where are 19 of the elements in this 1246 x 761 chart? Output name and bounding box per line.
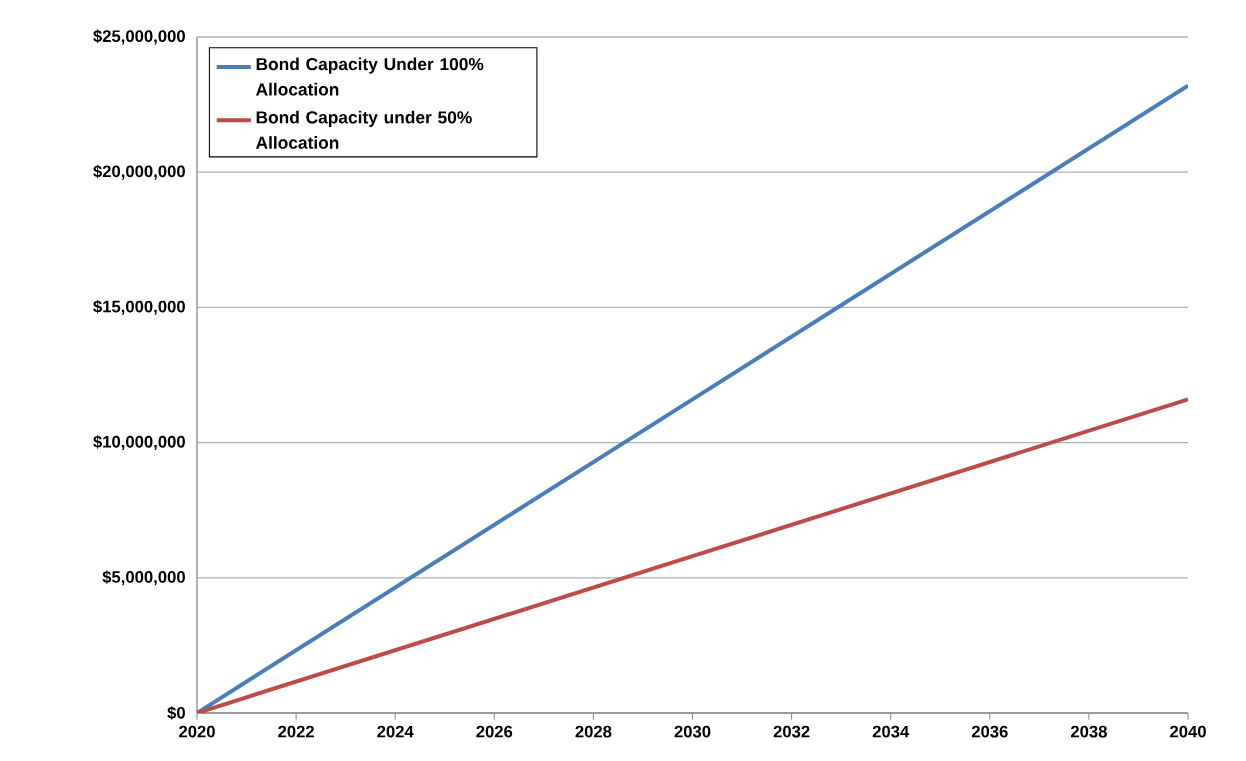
y-tick-label: $15,000,000 bbox=[93, 299, 185, 315]
x-tick-label: 2024 bbox=[377, 725, 414, 738]
y-tick-label: $0 bbox=[167, 706, 185, 720]
x-tick-label: 2032 bbox=[773, 725, 810, 738]
legend-label: Bond Capacity under 50% Allocation bbox=[256, 110, 472, 149]
x-tick-label: 2040 bbox=[1170, 725, 1206, 738]
x-tick-label: 2036 bbox=[971, 725, 1008, 738]
legend-label: Bond Capacity Under 100% Allocation bbox=[256, 57, 484, 96]
x-tick-label: 2030 bbox=[674, 725, 711, 738]
x-tick-label: 2034 bbox=[872, 725, 910, 738]
y-tick-label: $20,000,000 bbox=[93, 164, 185, 180]
x-tick-label: 2020 bbox=[179, 725, 215, 738]
x-tick-label: 2038 bbox=[1070, 725, 1107, 738]
y-tick-label: $25,000,000 bbox=[93, 29, 185, 45]
x-tick-label: 2026 bbox=[476, 725, 513, 738]
x-tick-label: 2022 bbox=[278, 725, 314, 738]
x-tick-label: 2028 bbox=[575, 725, 612, 738]
y-tick-label: $5,000,000 bbox=[102, 570, 185, 586]
y-tick-label: $10,000,000 bbox=[93, 435, 185, 451]
